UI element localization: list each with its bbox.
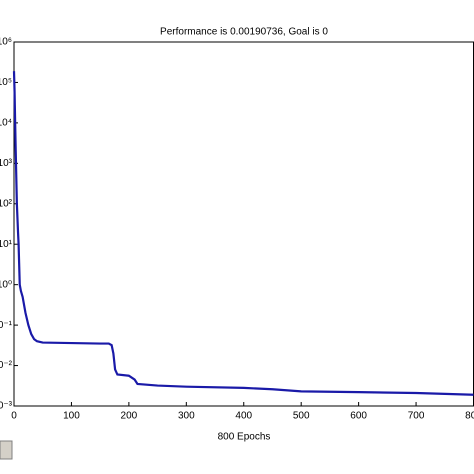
y-tick-label: 10² (0, 198, 13, 209)
y-tick-label: 10⁵ (0, 77, 12, 88)
chart-title: Performance is 0.00190736, Goal is 0 (160, 27, 328, 38)
x-tick-label: 0 (11, 411, 17, 422)
x-tick-label: 700 (408, 411, 425, 422)
x-tick-label: 200 (121, 411, 138, 422)
performance-line (12, 71, 474, 396)
y-tick-label: 10⁻² (0, 360, 13, 371)
y-tick-label: 10³ (0, 158, 13, 169)
y-tick-label: 10⁻³ (0, 401, 13, 412)
y-tick-label: 10⁶ (0, 37, 12, 48)
y-tick-label: 10⁻¹ (0, 320, 13, 331)
button[interactable] (0, 440, 13, 460)
y-tick-label: 10¹ (0, 239, 13, 250)
x-tick-label: 100 (63, 411, 80, 422)
x-tick-label: 400 (235, 411, 252, 422)
y-tick-label: 10⁴ (0, 118, 12, 129)
x-tick-label: 600 (350, 411, 367, 422)
x-tick-label: 500 (293, 411, 310, 422)
plot-frame (13, 41, 474, 407)
x-tick-label: 300 (178, 411, 195, 422)
y-tick-label: 10⁰ (0, 279, 12, 290)
x-tick-label: 800 (465, 411, 474, 422)
x-axis-label: 800 Epochs (218, 432, 271, 443)
